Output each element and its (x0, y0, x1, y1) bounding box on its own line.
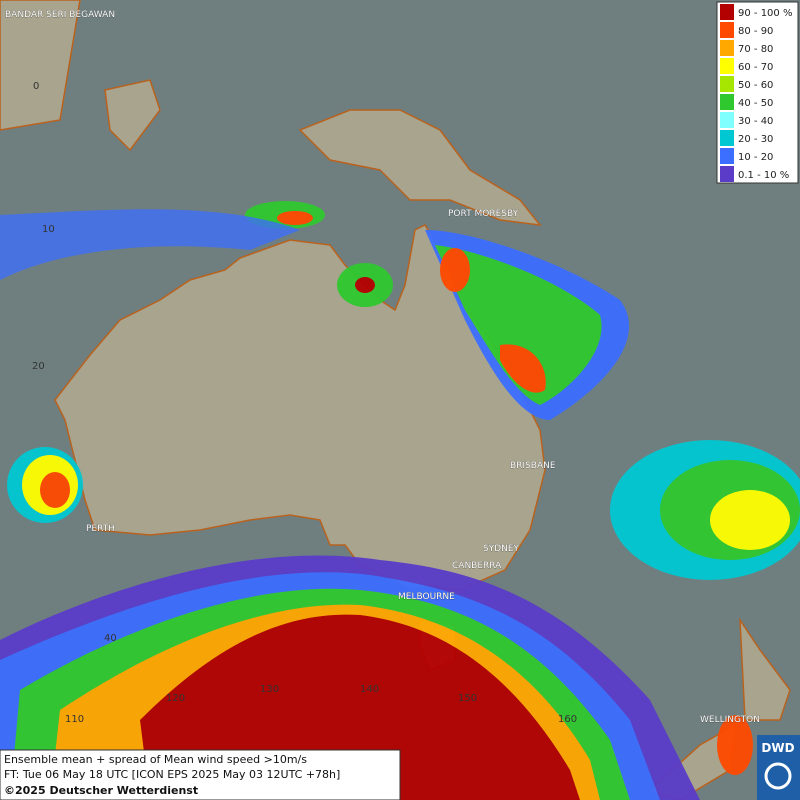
footer-box (0, 749, 401, 800)
legend-swatch (720, 112, 734, 128)
sulawesi (104, 79, 161, 152)
logo-icon (764, 762, 792, 790)
logo-text: DWD (761, 741, 794, 755)
city-label: WELLINGTON (700, 715, 760, 725)
legend-label: 10 - 20 (738, 152, 773, 163)
legend: 90 - 100 % 80 - 90 70 - 80 60 - 70 50 - 60 40… (716, 1, 799, 184)
legend-label: 60 - 70 (738, 62, 773, 73)
legend-swatch (720, 4, 734, 20)
legend-swatch (720, 148, 734, 164)
legend-swatch (720, 76, 734, 92)
legend-swatch (720, 58, 734, 74)
probability-fields (0, 201, 800, 800)
australia (54, 224, 546, 591)
legend-label: 30 - 40 (738, 116, 773, 127)
footer-text: ©2025 Deutscher Wetterdienst (4, 784, 198, 797)
lat-label: 10 (42, 224, 55, 235)
legend-label: 0.1 - 10 % (738, 170, 789, 181)
field (277, 211, 313, 225)
field (40, 472, 70, 508)
lat-label: 40 (104, 633, 117, 644)
lon-label: 150 (458, 693, 477, 704)
city-label: SYDNEY (483, 544, 520, 554)
footer-text: Ensemble mean + spread of Mean wind spee… (4, 753, 307, 766)
legend-label: 40 - 50 (738, 98, 773, 109)
field (0, 209, 300, 280)
field (435, 245, 602, 405)
legend-label: 90 - 100 % (738, 8, 792, 19)
city-label: PORT MORESBY (448, 209, 519, 219)
lat-label: 0 (33, 81, 39, 92)
field (355, 277, 375, 293)
lon-label: 120 (166, 693, 185, 704)
legend-label: 20 - 30 (738, 134, 773, 145)
legend-label: 70 - 80 (738, 44, 773, 55)
legend-swatch (720, 40, 734, 56)
field (500, 344, 546, 393)
legend-swatch (720, 22, 734, 38)
legend-swatch (720, 130, 734, 146)
legend-swatch (720, 166, 734, 182)
lon-label: 160 (558, 714, 577, 725)
city-label: MELBOURNE (398, 592, 455, 602)
field (710, 490, 790, 550)
borneo (0, 0, 81, 131)
lat-label: 20 (32, 361, 45, 372)
lon-label: 140 (360, 684, 379, 695)
legend-swatch (720, 94, 734, 110)
new-guinea (298, 109, 542, 226)
field (717, 715, 753, 775)
legend-label: 80 - 90 (738, 26, 773, 37)
city-label: PERTH (86, 524, 115, 534)
lon-label: 130 (260, 684, 279, 695)
city-label: BANDAR SERI BEGAWAN (5, 10, 115, 20)
city-label: CANBERRA (452, 561, 502, 571)
nz-north (739, 617, 791, 721)
lon-label: 110 (65, 714, 84, 725)
city-label: BRISBANE (510, 461, 556, 471)
footer-text: FT: Tue 06 May 18 UTC [ICON EPS 2025 May… (4, 768, 340, 781)
field (440, 248, 470, 292)
legend-label: 50 - 60 (738, 80, 773, 91)
